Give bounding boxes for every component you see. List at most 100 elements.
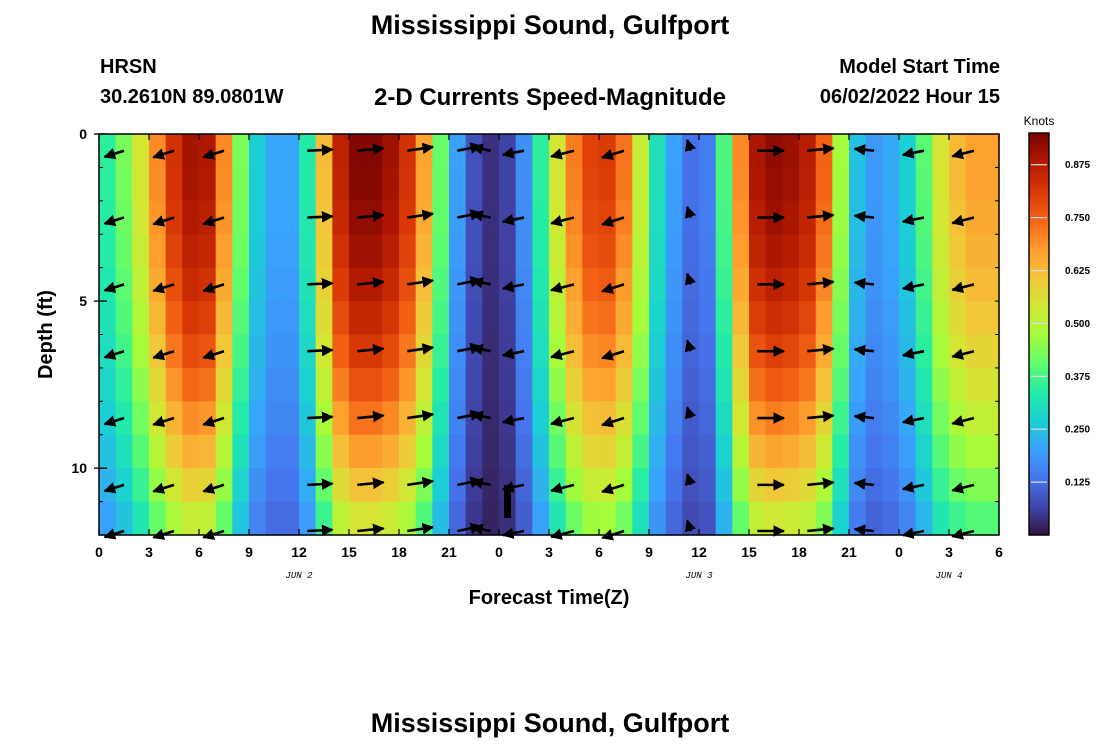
heatmap-cell (732, 301, 750, 336)
heatmap-cell (582, 367, 600, 402)
heatmap-cell (482, 267, 500, 302)
x-tick-label: 9 (245, 544, 253, 560)
heatmap-cell (932, 134, 950, 169)
colorbar-segment (1029, 394, 1049, 399)
heatmap-cell (615, 468, 633, 503)
current-vector (471, 477, 491, 489)
heatmap-cell (332, 267, 350, 302)
heatmap-cell (765, 367, 783, 402)
heatmap-cell (882, 501, 900, 536)
heatmap-cell (132, 401, 150, 436)
heatmap-cell (832, 367, 850, 402)
heatmap-cell (365, 468, 383, 503)
heatmap-cell (832, 334, 850, 369)
heatmap-cell (832, 167, 850, 202)
current-vector (103, 214, 125, 227)
current-vector (601, 483, 625, 495)
heatmap-cell (932, 301, 950, 336)
colorbar-segment (1029, 320, 1049, 325)
heatmap-cell (615, 401, 633, 436)
colorbar-segment (1029, 411, 1049, 415)
heatmap-cell (615, 367, 633, 402)
heatmap-cell (715, 434, 733, 469)
heatmap-cell (732, 267, 750, 302)
colorbar-segment (1029, 317, 1049, 322)
heatmap-cell (782, 234, 800, 269)
colorbar-segment (1029, 471, 1049, 476)
heatmap-cell (432, 167, 450, 202)
colorbar-segment (1029, 370, 1049, 375)
heatmap-cell (915, 167, 933, 202)
heatmap-cell (199, 301, 217, 336)
heatmap-cell (565, 434, 583, 469)
heatmap-cell (699, 367, 717, 402)
heatmap-cell (465, 401, 483, 436)
heatmap-cell (965, 200, 983, 235)
date-label: JUN 4 (935, 571, 962, 581)
heatmap-cell (182, 267, 200, 302)
station-id: HRSN (100, 56, 157, 78)
heatmap-cell (365, 434, 383, 469)
current-vector (951, 415, 975, 427)
heatmap-cell (315, 234, 333, 269)
current-vector (307, 344, 334, 357)
heatmap-cell (165, 401, 183, 436)
heatmap-cell (815, 334, 833, 369)
heatmap-cell (599, 367, 617, 402)
current-vector (471, 343, 491, 356)
heatmap-cell (699, 434, 717, 469)
colorbar-segment (1029, 169, 1049, 174)
heatmap-cell (415, 167, 433, 202)
heatmap-cell (615, 267, 633, 302)
heatmap-cell (532, 167, 550, 202)
colorbar-segment (1029, 246, 1049, 251)
heatmap-cell (215, 200, 233, 235)
heatmap-cell (382, 267, 400, 302)
heatmap-cell (232, 334, 250, 369)
current-vector (357, 343, 385, 356)
colorbar-segment (1029, 451, 1049, 456)
heatmap-cell (865, 367, 883, 402)
heatmap-cell (499, 234, 517, 269)
heatmap-cell (899, 434, 917, 469)
heatmap-cell (465, 234, 483, 269)
heatmap-cell (832, 234, 850, 269)
heatmap-cell (149, 501, 167, 536)
heatmap-cell (515, 167, 533, 202)
heatmap-cell (949, 334, 967, 369)
heatmap-cell (982, 434, 1000, 469)
current-vector (202, 482, 225, 494)
heatmap-cell (132, 234, 150, 269)
heatmap-cell (215, 367, 233, 402)
colorbar-segment (1029, 153, 1049, 158)
heatmap-cell (865, 267, 883, 302)
current-vector (152, 415, 175, 427)
heatmap-cell (965, 367, 983, 402)
heatmap-cell (582, 134, 600, 169)
heatmap-cell (649, 167, 667, 202)
colorbar-segment (1029, 384, 1049, 389)
colorbar-segment (1029, 179, 1049, 184)
current-vector (901, 213, 925, 226)
heatmap-cell (149, 334, 167, 369)
colorbar-segment (1029, 297, 1049, 302)
heatmap-cell (132, 468, 150, 503)
heatmap-cell (249, 401, 267, 436)
heatmap-cell (782, 468, 800, 503)
heatmap-cell (682, 367, 700, 402)
heatmap-cell (549, 167, 567, 202)
next-chart-title: Mississippi Sound, Gulfport (370, 708, 730, 738)
heatmap-cell (599, 468, 617, 503)
heatmap-cell (215, 267, 233, 302)
heatmap-cell (915, 134, 933, 169)
heatmap-cell (615, 301, 633, 336)
heatmap-cell (699, 501, 717, 536)
heatmap-cell (649, 200, 667, 235)
heatmap-cell (965, 234, 983, 269)
heatmap-cell (882, 468, 900, 503)
heatmap-cell (265, 434, 283, 469)
heatmap-cell (149, 468, 167, 503)
heatmap-cell (482, 367, 500, 402)
heatmap-cell (949, 301, 967, 336)
heatmap-cell (832, 434, 850, 469)
